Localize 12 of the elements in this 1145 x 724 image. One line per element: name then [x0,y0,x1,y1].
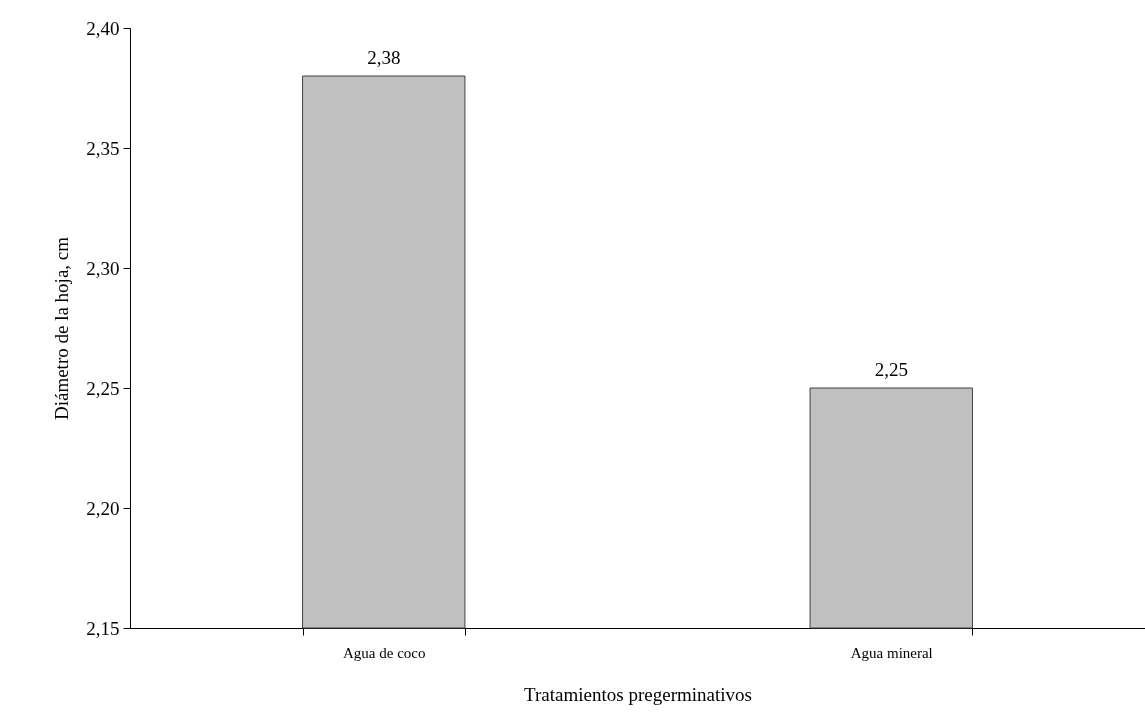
data-label: 2,25 [874,359,908,380]
y-tick-label: 2,35 [86,137,120,159]
x-axis-title: Tratamientos pregerminativos [524,683,752,705]
y-tick-label: 2,25 [86,377,120,399]
y-tick-label: 2,40 [86,17,120,39]
x-tick-label: Agua de coco [343,644,426,661]
y-tick-label: 2,15 [86,617,120,639]
data-label: 2,38 [367,47,401,68]
y-axis-title: Diámetro de la hoja, cm [51,236,73,421]
y-tick-label: 2,30 [86,257,120,279]
y-tick-label: 2,20 [86,497,120,519]
x-tick-label: Agua mineral [850,644,933,661]
